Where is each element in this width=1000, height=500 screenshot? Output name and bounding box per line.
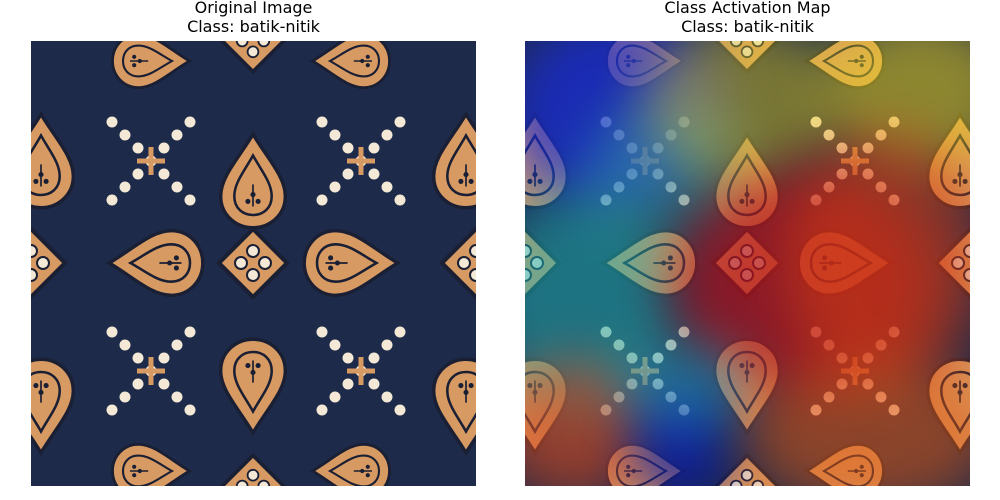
original-image-title: Original Image: [194, 0, 313, 17]
cam-title: Class Activation Map: [664, 0, 831, 17]
original-batik-image: [31, 41, 476, 486]
cam-image: [525, 41, 970, 486]
original-image-class-label: Class: batik-nitik: [187, 17, 320, 36]
batik-pattern: [31, 41, 476, 486]
batik-pattern-underlay: [525, 41, 970, 486]
cam-class-label: Class: batik-nitik: [681, 17, 814, 36]
